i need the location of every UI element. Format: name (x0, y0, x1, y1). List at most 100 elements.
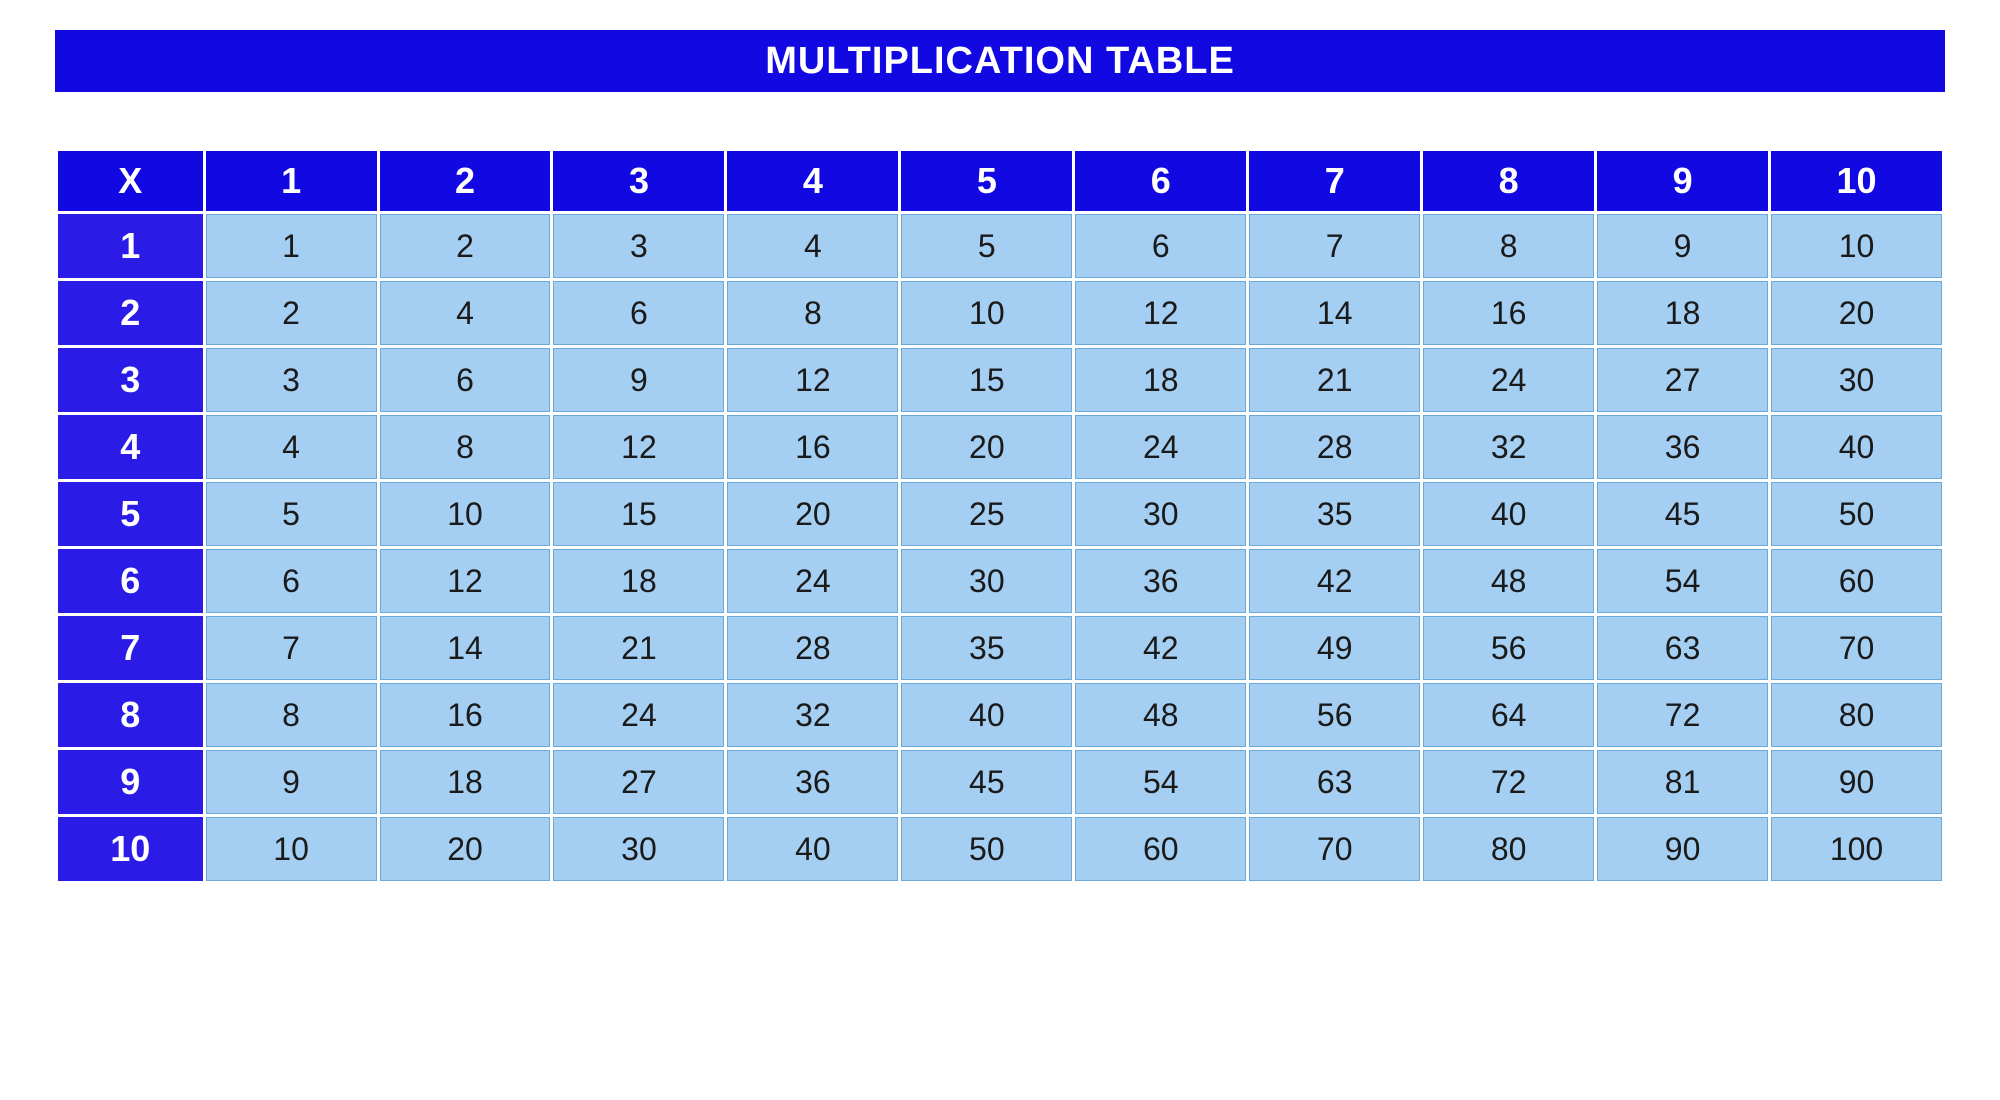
table-cell: 9 (553, 348, 724, 412)
table-cell: 8 (380, 415, 551, 479)
table-row: 10102030405060708090100 (58, 817, 1942, 881)
table-cell: 21 (1249, 348, 1420, 412)
table-row: 88162432404856647280 (58, 683, 1942, 747)
table-cell: 30 (1771, 348, 1942, 412)
table-cell: 54 (1075, 750, 1246, 814)
table-cell: 10 (380, 482, 551, 546)
table-cell: 10 (901, 281, 1072, 345)
table-cell: 8 (727, 281, 898, 345)
table-row: 4481216202428323640 (58, 415, 1942, 479)
table-cell: 40 (727, 817, 898, 881)
table-cell: 35 (901, 616, 1072, 680)
table-cell: 72 (1597, 683, 1768, 747)
table-cell: 45 (1597, 482, 1768, 546)
table-cell: 36 (1597, 415, 1768, 479)
row-header: 7 (58, 616, 203, 680)
row-header: 2 (58, 281, 203, 345)
table-cell: 30 (553, 817, 724, 881)
table-cell: 24 (1423, 348, 1594, 412)
title-gap (55, 92, 1945, 148)
multiplication-table: X 12345678910 11234567891022468101214161… (55, 148, 1945, 884)
table-cell: 49 (1249, 616, 1420, 680)
table-cell: 4 (727, 214, 898, 278)
title-bar: MULTIPLICATION TABLE (55, 30, 1945, 92)
table-cell: 24 (553, 683, 724, 747)
column-header: 6 (1075, 151, 1246, 211)
row-header: 9 (58, 750, 203, 814)
column-header: 2 (380, 151, 551, 211)
table-cell: 20 (901, 415, 1072, 479)
table-cell: 6 (380, 348, 551, 412)
table-cell: 24 (1075, 415, 1246, 479)
table-cell: 9 (206, 750, 377, 814)
table-row: 112345678910 (58, 214, 1942, 278)
table-cell: 100 (1771, 817, 1942, 881)
table-cell: 10 (1771, 214, 1942, 278)
table-cell: 20 (380, 817, 551, 881)
table-cell: 20 (1771, 281, 1942, 345)
table-cell: 30 (1075, 482, 1246, 546)
table-cell: 80 (1423, 817, 1594, 881)
table-cell: 14 (1249, 281, 1420, 345)
table-row: 55101520253035404550 (58, 482, 1942, 546)
row-header: 8 (58, 683, 203, 747)
table-cell: 50 (1771, 482, 1942, 546)
table-cell: 1 (206, 214, 377, 278)
table-cell: 56 (1423, 616, 1594, 680)
table-cell: 16 (1423, 281, 1594, 345)
table-cell: 12 (380, 549, 551, 613)
table-cell: 32 (1423, 415, 1594, 479)
table-cell: 3 (206, 348, 377, 412)
table-cell: 63 (1249, 750, 1420, 814)
table-cell: 4 (206, 415, 377, 479)
table-cell: 5 (901, 214, 1072, 278)
table-cell: 28 (727, 616, 898, 680)
table-cell: 20 (727, 482, 898, 546)
table-cell: 7 (206, 616, 377, 680)
table-cell: 30 (901, 549, 1072, 613)
column-header: 1 (206, 151, 377, 211)
table-cell: 2 (206, 281, 377, 345)
row-header: 6 (58, 549, 203, 613)
table-cell: 18 (553, 549, 724, 613)
table-row: 22468101214161820 (58, 281, 1942, 345)
table-cell: 6 (206, 549, 377, 613)
table-cell: 40 (901, 683, 1072, 747)
table-cell: 4 (380, 281, 551, 345)
table-cell: 54 (1597, 549, 1768, 613)
table-cell: 70 (1249, 817, 1420, 881)
table-cell: 64 (1423, 683, 1594, 747)
table-cell: 24 (727, 549, 898, 613)
row-header: 1 (58, 214, 203, 278)
table-cell: 18 (380, 750, 551, 814)
table-cell: 90 (1597, 817, 1768, 881)
table-row: 336912151821242730 (58, 348, 1942, 412)
row-header: 4 (58, 415, 203, 479)
table-cell: 35 (1249, 482, 1420, 546)
table-cell: 40 (1771, 415, 1942, 479)
table-cell: 16 (727, 415, 898, 479)
table-cell: 36 (727, 750, 898, 814)
column-header: 7 (1249, 151, 1420, 211)
column-header: 3 (553, 151, 724, 211)
table-cell: 9 (1597, 214, 1768, 278)
table-cell: 48 (1423, 549, 1594, 613)
column-header: 10 (1771, 151, 1942, 211)
table-cell: 15 (553, 482, 724, 546)
table-cell: 80 (1771, 683, 1942, 747)
table-cell: 48 (1075, 683, 1246, 747)
table-cell: 27 (1597, 348, 1768, 412)
table-row: 66121824303642485460 (58, 549, 1942, 613)
table-cell: 18 (1597, 281, 1768, 345)
table-cell: 60 (1771, 549, 1942, 613)
table-cell: 2 (380, 214, 551, 278)
table-cell: 90 (1771, 750, 1942, 814)
row-header: 10 (58, 817, 203, 881)
table-header-row: X 12345678910 (58, 151, 1942, 211)
table-cell: 6 (553, 281, 724, 345)
table-cell: 36 (1075, 549, 1246, 613)
table-cell: 16 (380, 683, 551, 747)
table-cell: 72 (1423, 750, 1594, 814)
table-cell: 28 (1249, 415, 1420, 479)
table-cell: 42 (1075, 616, 1246, 680)
